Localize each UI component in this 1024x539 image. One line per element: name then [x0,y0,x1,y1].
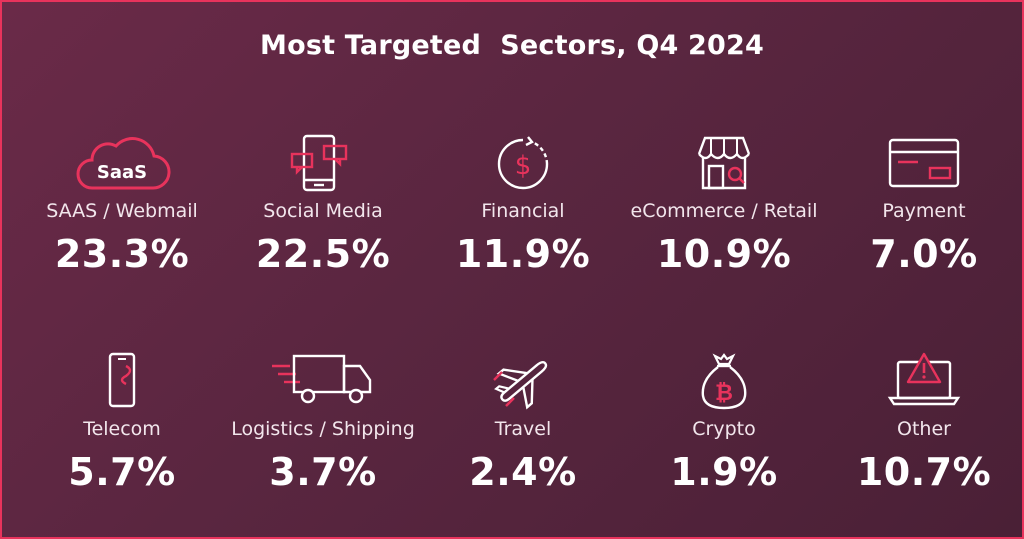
sector-label: Logistics / Shipping [231,418,415,440]
chart-title: Most Targeted Sectors, Q4 2024 [260,30,764,61]
sector-value: 23.3% [54,232,190,276]
sector-label: Other [897,418,951,440]
dollar-cycle-icon: $ [497,136,549,190]
sector-value: 10.7% [856,450,992,494]
storefront-icon [697,136,751,190]
sector-value: 2.4% [469,450,577,494]
sector-value: 22.5% [255,232,391,276]
sector-value: 10.9% [656,232,792,276]
sector-label: Telecom [83,418,161,440]
mobile-chat-icon [290,134,348,192]
sector-value: 7.0% [870,232,978,276]
svg-text:₿: ₿ [715,381,733,406]
sector-value: 11.9% [455,232,591,276]
sector-label: Social Media [263,200,383,222]
airplane-icon [493,361,548,410]
bitcoin-bag-icon: ₿ [701,353,747,410]
saas-icon-text: SaaS [97,162,147,183]
sector-label: eCommerce / Retail [630,200,818,222]
sector-label: Travel [494,418,552,440]
phone-icon [108,352,136,408]
sector-label: Financial [481,200,565,222]
svg-text:$: $ [515,151,532,181]
credit-card-icon [888,138,960,188]
saas-cloud-icon: SaaS [76,137,171,190]
sector-label: SAAS / Webmail [46,200,198,222]
sector-label: Crypto [692,418,756,440]
laptop-warning-icon [887,352,961,406]
delivery-truck-icon [272,354,372,404]
sector-value: 3.7% [269,450,377,494]
sector-value: 1.9% [670,450,778,494]
sector-value: 5.7% [68,450,176,494]
sector-label: Payment [882,200,966,222]
